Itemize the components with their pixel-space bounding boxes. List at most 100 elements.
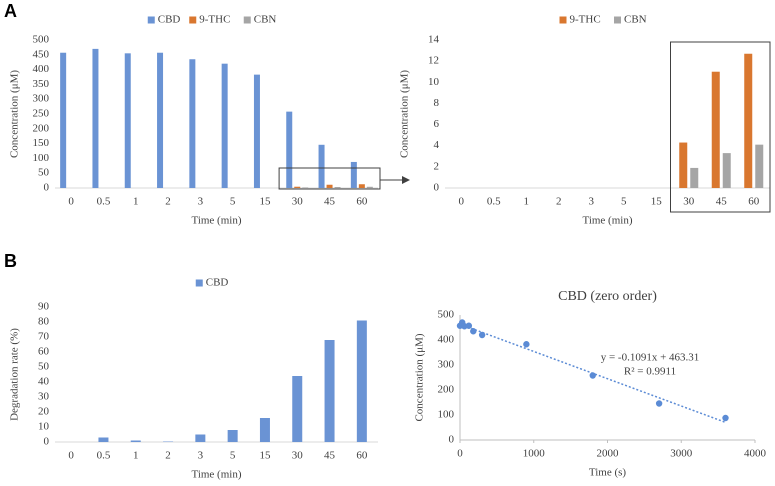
bar	[358, 184, 365, 188]
y-tick-label: 70	[38, 331, 50, 343]
x-tick-label: 45	[324, 450, 336, 462]
x-axis-title: Time (min)	[191, 469, 241, 481]
y-axis-title: Concentration (μM)	[414, 333, 426, 421]
point	[470, 328, 477, 335]
bar	[130, 440, 141, 442]
y-tick-label: 10	[428, 76, 440, 88]
bar	[679, 142, 688, 188]
x-tick-label: 3	[198, 450, 204, 462]
x-tick-label: 2	[165, 450, 171, 462]
zoom-box	[278, 167, 381, 190]
bar	[334, 187, 341, 188]
point	[465, 322, 473, 329]
x-tick-label: 1	[524, 196, 530, 208]
bar	[221, 63, 228, 188]
y-tick-label: 80	[38, 316, 50, 328]
y-tick-label: 450	[33, 48, 50, 60]
y-tick-label: 100	[33, 152, 50, 164]
point	[478, 331, 486, 339]
bar	[292, 376, 303, 442]
bar	[286, 111, 293, 188]
bar	[722, 153, 731, 188]
x-tick-label: 0	[68, 450, 74, 462]
x-axis-title: Time (s)	[589, 467, 627, 479]
y-tick-label: 500	[33, 34, 50, 46]
y-tick-label: 400	[33, 63, 50, 75]
bar	[755, 144, 764, 188]
legend-label: CBN	[624, 14, 647, 26]
bar	[259, 418, 270, 442]
point	[655, 400, 663, 407]
y-tick-label: 350	[33, 78, 50, 90]
x-tick-label: 4000	[744, 448, 767, 460]
y-tick-label: 0	[44, 182, 50, 194]
legend-swatch	[559, 16, 567, 24]
bar	[124, 53, 131, 188]
x-tick-label: 60	[748, 196, 760, 208]
x-tick-label: 0	[459, 196, 465, 208]
x-tick-label: 5	[621, 196, 627, 208]
bar	[195, 434, 206, 442]
x-tick-label: 15	[259, 450, 271, 462]
bar	[302, 187, 309, 188]
y-tick-label: 0	[449, 434, 455, 446]
y-tick-label: 150	[33, 137, 50, 149]
x-axis-title: Time (min)	[582, 215, 632, 227]
x-axis-title: Time (min)	[191, 215, 241, 227]
x-tick-label: 45	[716, 196, 728, 208]
bar	[60, 52, 67, 189]
y-tick-label: 50	[38, 361, 50, 373]
point	[722, 414, 729, 422]
bar	[690, 167, 699, 188]
legend-swatch	[243, 16, 251, 24]
y-tick-label: 90	[38, 301, 50, 313]
x-tick-label: 45	[324, 196, 336, 208]
point	[589, 372, 596, 379]
y-tick-label: 14	[428, 34, 440, 46]
panel-label: A	[4, 1, 17, 21]
x-tick-label: 0.5	[487, 196, 501, 208]
y-tick-label: 2	[434, 160, 440, 172]
bar	[294, 186, 301, 188]
y-tick-label: 10	[38, 421, 50, 433]
y-tick-label: 200	[438, 384, 455, 396]
legend-swatch	[189, 16, 197, 24]
y-axis-title: Concentration (μM)	[399, 70, 411, 158]
legend-label: 9-THC	[199, 14, 230, 26]
x-tick-label: 0.5	[97, 450, 111, 462]
y-tick-label: 4	[434, 139, 440, 151]
x-tick-label: 30	[683, 196, 695, 208]
x-tick-label: 0.5	[97, 196, 111, 208]
x-tick-label: 0	[68, 196, 74, 208]
x-tick-label: 1	[133, 450, 139, 462]
y-tick-label: 100	[438, 409, 455, 421]
y-tick-label: 0	[434, 182, 440, 194]
y-tick-label: 20	[38, 406, 50, 418]
x-tick-label: 30	[292, 450, 304, 462]
legend-label: CBD	[158, 14, 181, 26]
legend-swatch	[195, 279, 203, 287]
legend-label: 9-THC	[570, 14, 601, 26]
y-tick-label: 8	[434, 97, 440, 109]
bar	[98, 437, 109, 442]
x-tick-label: 3	[198, 196, 204, 208]
panel-label: B	[4, 251, 17, 271]
point	[523, 341, 530, 348]
x-tick-label: 3	[589, 196, 595, 208]
y-tick-label: 250	[33, 108, 50, 120]
x-tick-label: 5	[230, 450, 236, 462]
y-tick-label: 300	[33, 93, 50, 105]
legend-swatch	[147, 16, 155, 24]
y-tick-label: 6	[434, 118, 440, 130]
x-tick-label: 15	[651, 196, 663, 208]
bar	[350, 161, 357, 188]
x-tick-label: 60	[356, 196, 368, 208]
bar	[189, 59, 196, 188]
legend-label: CBN	[254, 14, 277, 26]
trend-r2: R² = 0.9911	[624, 366, 676, 378]
y-tick-label: 60	[38, 346, 50, 358]
legend-swatch	[614, 16, 621, 24]
bar	[157, 52, 164, 189]
x-tick-label: 3000	[670, 448, 693, 460]
